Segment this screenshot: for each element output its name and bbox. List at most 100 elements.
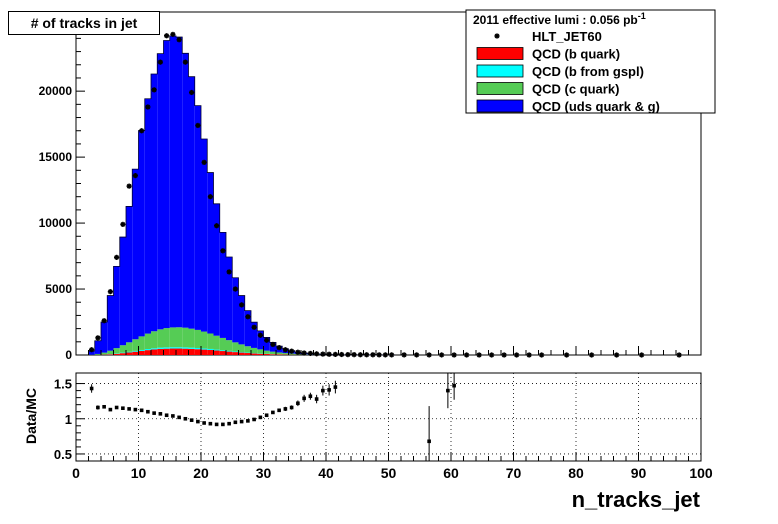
data-point <box>539 352 545 358</box>
stack-bar <box>157 348 164 355</box>
stack-bar <box>251 353 258 355</box>
data-point <box>139 128 145 134</box>
stack-bar <box>276 354 283 355</box>
data-point-stroke <box>270 342 276 347</box>
data-point <box>526 352 532 358</box>
data-point-stroke <box>133 173 138 178</box>
data-point-stroke <box>345 352 351 357</box>
ratio-point <box>114 405 119 410</box>
data-point-stroke <box>208 194 213 200</box>
stack-bar <box>282 353 289 355</box>
data-point <box>307 350 313 357</box>
stack-bar <box>238 295 245 345</box>
stack-bar <box>232 352 239 355</box>
data-point-stroke <box>170 32 176 37</box>
x-tick-label: 10 <box>131 465 147 481</box>
stack-bar <box>138 336 145 350</box>
top-y-axis: 0500010000150002000025000 <box>39 18 85 362</box>
data-point <box>320 351 326 357</box>
data-point <box>376 352 382 358</box>
ratio-point <box>277 408 281 413</box>
ratio-marker <box>214 422 219 427</box>
stack-bar <box>151 348 158 350</box>
stack-bar <box>138 350 145 355</box>
x-tick-label: 60 <box>443 465 459 481</box>
ratio-y-axis-label: Data/MC <box>23 388 39 444</box>
ratio-marker <box>127 407 131 411</box>
data-point <box>401 352 407 358</box>
data-point <box>89 347 95 353</box>
ratio-point <box>96 405 100 410</box>
data-point <box>120 221 126 227</box>
stack-bar <box>163 328 170 348</box>
data-point-stroke <box>326 351 332 357</box>
stack-bar <box>157 347 164 349</box>
stack-bar <box>269 354 276 355</box>
stack-bar <box>126 206 133 343</box>
data-point-stroke <box>364 352 369 358</box>
data-point <box>101 318 107 324</box>
data-point-stroke <box>308 351 313 356</box>
legend-label: QCD (b from gspl) <box>532 64 644 79</box>
legend: 2011 effective lumi : 0.056 pb-1 HLT_JET… <box>465 9 716 114</box>
stack-bar <box>101 321 108 353</box>
legend-entry: HLT_JET60 <box>494 29 602 44</box>
data-point <box>289 348 295 354</box>
ratio-point <box>171 414 175 418</box>
data-point-stroke <box>214 223 219 229</box>
stack-bar <box>169 327 176 348</box>
stack-bar <box>194 105 201 330</box>
x-tick-label: 100 <box>689 465 713 481</box>
data-point <box>332 351 338 358</box>
data-point-stroke <box>201 160 207 165</box>
data-point-stroke <box>276 345 282 350</box>
ratio-point <box>239 419 244 424</box>
y-tick-label: 10000 <box>39 216 73 230</box>
data-point <box>339 351 345 358</box>
ratio-marker <box>308 394 313 399</box>
stack-bar <box>144 350 151 355</box>
ratio-point <box>308 392 313 400</box>
ratio-point <box>227 421 231 426</box>
data-point-stroke <box>226 269 232 275</box>
stack-bar <box>107 350 114 355</box>
legend-entry: QCD (b quark) <box>476 47 620 62</box>
stack-bar <box>163 40 170 329</box>
stack-bar <box>151 349 158 355</box>
stack-bar <box>94 353 101 355</box>
data-point-stroke <box>139 128 144 134</box>
ratio-panel: 0.5 1 1.5 0 10 20 30 40 50 60 70 80 90 100 Data/MC n… <box>23 372 713 512</box>
stack-bar <box>119 353 126 355</box>
ratio-point <box>264 413 269 418</box>
ratio-point <box>89 384 94 393</box>
legend-swatch <box>476 47 524 60</box>
data-point-stroke <box>589 352 594 358</box>
stack-bar <box>201 348 208 350</box>
stack-bar <box>176 348 183 355</box>
ratio-point <box>327 384 331 396</box>
ratio-marker <box>96 405 100 410</box>
stack-bar <box>213 349 220 351</box>
ratio-point <box>283 406 288 412</box>
data-point-stroke <box>258 332 263 338</box>
ratio-marker <box>227 421 231 426</box>
x-tick-label: 30 <box>256 465 272 481</box>
stack-bar <box>188 347 195 349</box>
data-point <box>439 352 445 358</box>
data-point-stroke <box>389 352 394 358</box>
ratio-marker <box>152 411 156 415</box>
data-point-stroke <box>351 352 357 358</box>
stack-bar <box>288 353 295 355</box>
stack-bar <box>232 342 239 352</box>
x-tick-label: 70 <box>506 465 522 481</box>
stack-bar <box>113 266 120 349</box>
stack-bar <box>276 352 283 355</box>
data-point-stroke <box>383 352 388 358</box>
ratio-marker <box>102 404 106 409</box>
ratio-marker <box>252 417 256 422</box>
y-tick-label: 20000 <box>39 84 73 98</box>
stack-bar <box>257 330 264 350</box>
data-point-stroke <box>295 349 301 355</box>
legend-swatch <box>476 64 524 78</box>
ratio-marker <box>283 407 288 411</box>
